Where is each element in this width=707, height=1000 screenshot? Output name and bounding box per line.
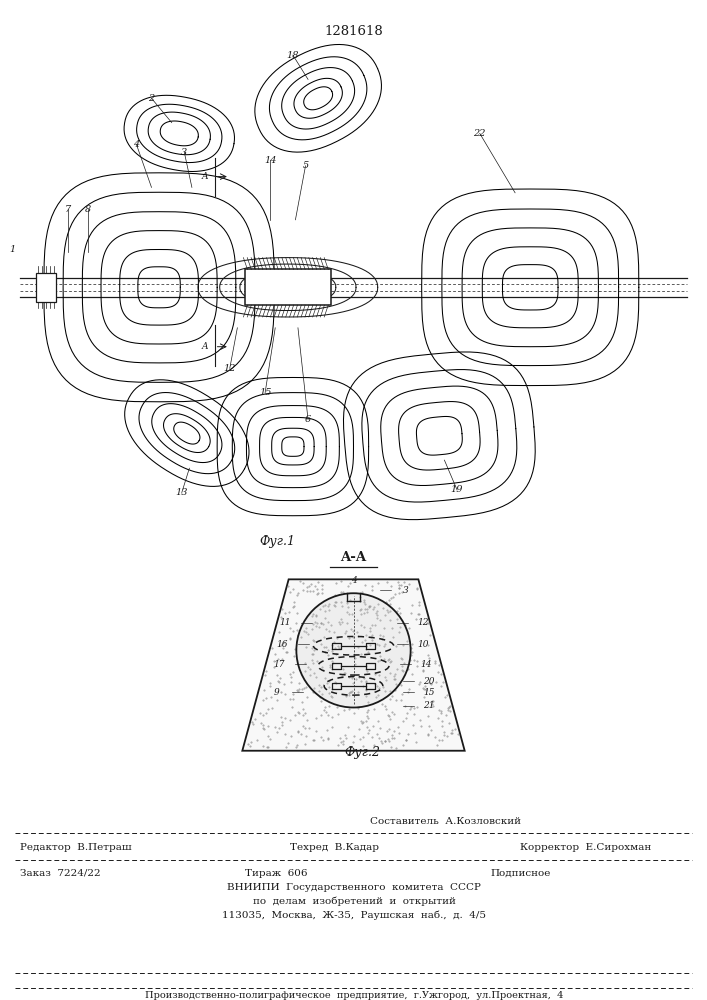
- Text: 16: 16: [276, 640, 288, 649]
- Polygon shape: [243, 579, 464, 751]
- Text: 2: 2: [148, 94, 155, 103]
- Text: 5: 5: [303, 161, 309, 170]
- Text: 15: 15: [423, 688, 435, 697]
- Text: 1281618: 1281618: [324, 25, 383, 38]
- Text: 8: 8: [86, 205, 91, 214]
- Text: 11: 11: [280, 618, 291, 627]
- Text: 9: 9: [274, 688, 279, 697]
- Text: 4: 4: [351, 576, 356, 585]
- Text: 14: 14: [264, 156, 276, 165]
- Text: 22: 22: [474, 129, 486, 138]
- Text: 19: 19: [451, 485, 463, 494]
- Text: 13: 13: [175, 488, 188, 497]
- Text: 12: 12: [223, 364, 236, 373]
- FancyBboxPatch shape: [0, 805, 707, 1000]
- Text: Составитель  А.Козловский: Составитель А.Козловский: [370, 816, 521, 826]
- FancyBboxPatch shape: [36, 273, 56, 302]
- Text: Техред  В.Кадар: Техред В.Кадар: [290, 842, 379, 852]
- Text: Фуг.1: Фуг.1: [259, 535, 296, 548]
- Text: Подписное: Подписное: [490, 868, 550, 878]
- Text: 7: 7: [65, 205, 71, 214]
- Text: 15: 15: [259, 388, 271, 397]
- Text: Тираж  606: Тираж 606: [245, 868, 308, 878]
- Text: Заказ  7224/22: Заказ 7224/22: [20, 868, 100, 878]
- Text: Фуг.2: Фуг.2: [345, 746, 381, 759]
- Text: A: A: [201, 342, 208, 351]
- Text: Редактор  В.Петраш: Редактор В.Петраш: [20, 842, 132, 852]
- Text: 113035,  Москва,  Ж-35,  Раушская  наб.,  д.  4/5: 113035, Москва, Ж-35, Раушская наб., д. …: [222, 910, 486, 920]
- Text: 3: 3: [181, 148, 187, 157]
- Text: ВНИИПИ  Государственного  комитета  СССР: ВНИИПИ Государственного комитета СССР: [227, 882, 481, 892]
- Text: 21: 21: [423, 701, 435, 710]
- Text: 10: 10: [417, 640, 428, 649]
- Text: 14: 14: [421, 660, 432, 669]
- Text: 12: 12: [417, 618, 428, 627]
- Text: A: A: [201, 172, 208, 181]
- Text: по  делам  изобретений  и  открытий: по делам изобретений и открытий: [252, 896, 455, 906]
- Text: Корректор  Е.Сирохман: Корректор Е.Сирохман: [520, 842, 651, 852]
- FancyBboxPatch shape: [245, 269, 331, 305]
- Text: 17: 17: [274, 660, 285, 669]
- Text: 3: 3: [403, 586, 409, 595]
- Text: Производственно-полиграфическое  предприятие,  г.Ужгород,  ул.Проектная,  4: Производственно-полиграфическое предприя…: [145, 990, 563, 1000]
- Text: 4: 4: [133, 140, 139, 149]
- Text: 1: 1: [9, 245, 16, 254]
- Text: 20: 20: [423, 677, 435, 686]
- Ellipse shape: [296, 593, 411, 708]
- Text: 18: 18: [286, 51, 299, 60]
- Text: A-A: A-A: [341, 551, 366, 564]
- Text: 6: 6: [305, 415, 311, 424]
